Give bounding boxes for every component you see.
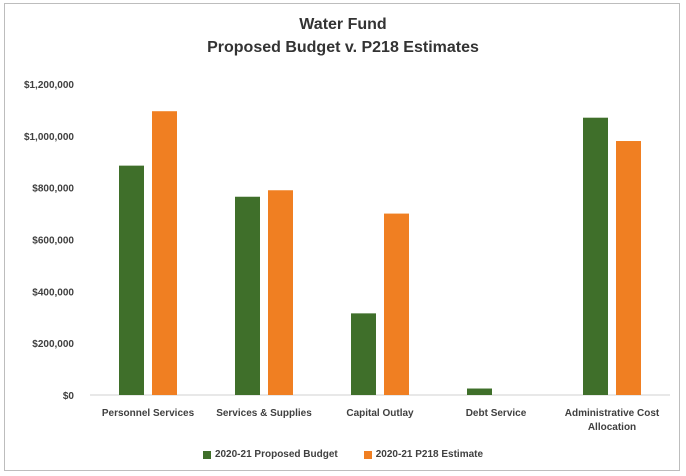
- y-tick-label: $1,200,000: [24, 80, 74, 91]
- y-tick-label: $800,000: [32, 184, 74, 195]
- legend-swatch-p218-estimate: [363, 450, 372, 459]
- bar-proposed-budget: [467, 388, 492, 395]
- bar-p218-estimate: [384, 213, 409, 395]
- x-category-label: Administrative Cost: [565, 408, 660, 419]
- bar-p218-estimate: [616, 141, 641, 395]
- chart-title: Water Fund: [299, 16, 387, 33]
- chart-legend: 2020-21 Proposed Budget 2020-21 P218 Est…: [0, 449, 686, 460]
- x-category-label: Personnel Services: [102, 408, 195, 419]
- bar-proposed-budget: [119, 165, 144, 395]
- y-tick-label: $0: [63, 391, 75, 402]
- bar-proposed-budget: [235, 196, 260, 395]
- bar-proposed-budget: [583, 117, 608, 396]
- legend-swatch-proposed-budget: [202, 450, 211, 459]
- bar-proposed-budget: [351, 313, 376, 395]
- chart-subtitle: Proposed Budget v. P218 Estimates: [207, 39, 479, 56]
- legend-item-p218-estimate: 2020-21 P218 Estimate: [363, 449, 484, 460]
- x-category-label: Services & Supplies: [216, 408, 312, 419]
- y-tick-label: $600,000: [32, 236, 74, 247]
- legend-item-proposed-budget: 2020-21 Proposed Budget: [202, 449, 338, 460]
- chart-frame: [4, 3, 680, 471]
- x-category-label: Capital Outlay: [346, 408, 414, 419]
- x-category-label: Debt Service: [466, 408, 527, 419]
- y-tick-label: $200,000: [32, 339, 74, 350]
- bar-p218-estimate: [152, 111, 177, 396]
- legend-label-proposed-budget: 2020-21 Proposed Budget: [214, 449, 338, 460]
- bar-p218-estimate: [268, 190, 293, 395]
- legend-label-p218-estimate: 2020-21 P218 Estimate: [375, 449, 484, 460]
- y-tick-label: $400,000: [32, 287, 74, 298]
- x-category-label: Allocation: [588, 422, 636, 433]
- y-tick-label: $1,000,000: [24, 132, 74, 143]
